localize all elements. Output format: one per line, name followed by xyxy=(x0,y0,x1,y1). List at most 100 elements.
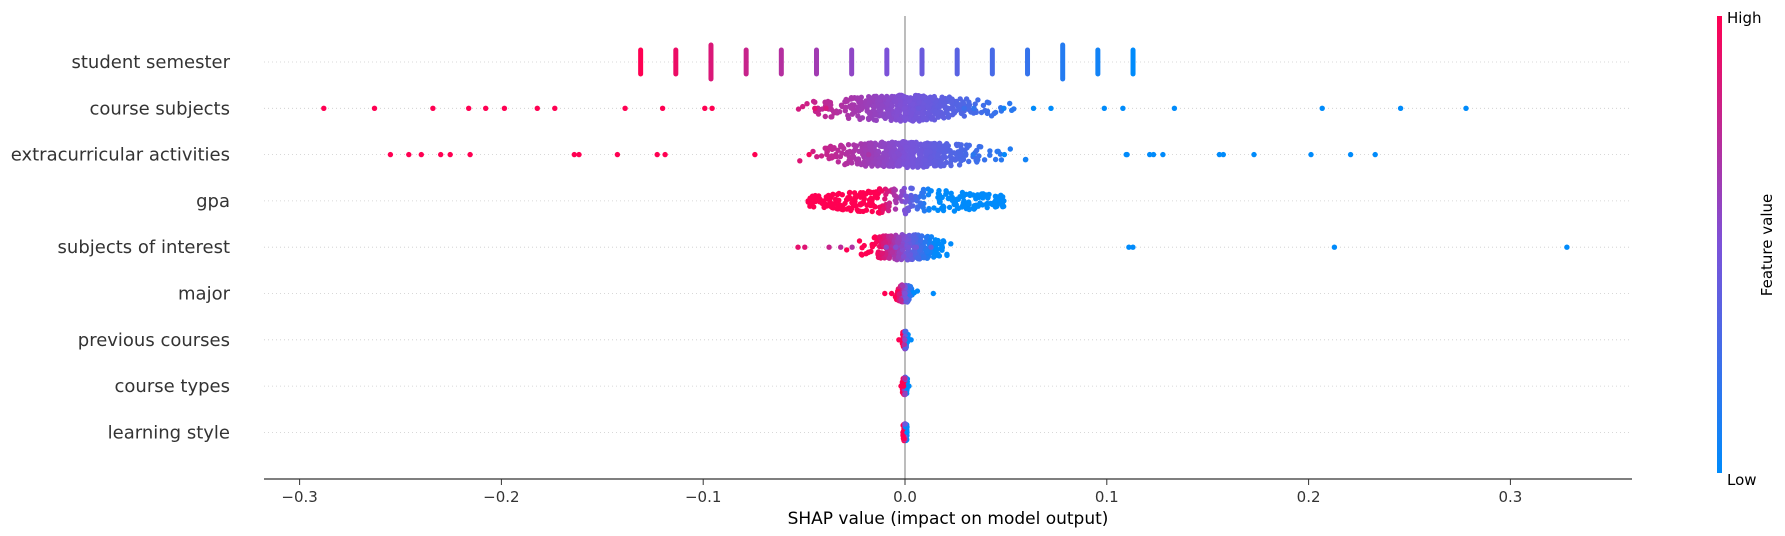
data-point xyxy=(992,204,999,210)
data-point xyxy=(948,241,954,247)
data-point xyxy=(874,239,880,245)
data-point xyxy=(827,195,834,201)
data-point xyxy=(939,96,946,103)
data-point xyxy=(1007,146,1013,152)
data-point xyxy=(909,185,915,192)
data-point xyxy=(861,242,867,249)
data-point xyxy=(883,244,889,250)
data-point xyxy=(848,207,854,214)
data-point xyxy=(906,383,912,389)
data-point xyxy=(828,102,834,108)
data-point xyxy=(865,188,872,194)
data-point xyxy=(914,198,920,204)
data-point xyxy=(984,204,990,211)
data-point xyxy=(1171,105,1178,112)
data-point xyxy=(868,248,874,255)
data-point xyxy=(851,190,858,196)
data-point xyxy=(857,201,864,207)
data-point xyxy=(904,160,911,166)
data-point xyxy=(812,99,818,105)
data-point xyxy=(885,111,892,117)
data-point xyxy=(895,141,901,148)
data-point xyxy=(881,163,887,170)
data-point xyxy=(914,206,920,212)
data-point xyxy=(795,244,801,250)
data-point xyxy=(852,194,858,201)
data-point xyxy=(902,290,908,297)
data-point xyxy=(921,194,927,200)
data-point xyxy=(922,239,928,245)
data-point xyxy=(944,252,950,259)
data-point xyxy=(858,251,864,257)
data-point xyxy=(921,115,928,122)
data-point xyxy=(970,192,976,198)
data-point xyxy=(888,161,894,167)
data-point xyxy=(576,151,582,158)
data-point xyxy=(830,145,837,152)
data-point xyxy=(838,102,845,108)
data-point xyxy=(1372,151,1378,158)
data-point xyxy=(921,157,928,163)
data-point xyxy=(837,153,844,160)
data-point xyxy=(1150,151,1157,158)
data-point xyxy=(896,158,902,164)
data-point xyxy=(926,207,932,213)
data-point xyxy=(908,192,914,199)
data-point xyxy=(924,248,930,255)
data-point xyxy=(805,198,811,204)
data-point xyxy=(921,253,927,260)
data-point xyxy=(992,156,999,163)
data-point xyxy=(947,195,953,201)
data-point xyxy=(1397,105,1404,112)
data-point xyxy=(836,109,843,115)
data-point xyxy=(908,110,915,116)
data-point xyxy=(438,151,444,158)
data-point xyxy=(924,148,931,155)
data-point xyxy=(802,244,808,250)
data-point xyxy=(869,163,875,169)
data-point xyxy=(903,328,909,334)
data-point xyxy=(881,111,887,117)
x-axis-title: SHAP value (impact on model output) xyxy=(788,509,1109,529)
data-point xyxy=(875,209,882,216)
data-point xyxy=(869,208,875,215)
data-point xyxy=(822,113,828,120)
data-point xyxy=(806,151,812,158)
data-point xyxy=(935,109,941,116)
data-point xyxy=(912,193,919,200)
data-point xyxy=(846,190,853,196)
data-point xyxy=(901,341,907,347)
data-point xyxy=(893,244,899,250)
data-point xyxy=(963,152,969,158)
data-point xyxy=(858,193,864,199)
data-point xyxy=(928,116,935,122)
data-point xyxy=(891,192,898,198)
data-point xyxy=(966,158,972,165)
data-point xyxy=(917,238,924,244)
data-point xyxy=(934,252,941,258)
data-point xyxy=(823,105,829,112)
colorbar: High Low Feature value xyxy=(1717,9,1776,489)
data-point xyxy=(501,105,508,112)
data-point xyxy=(938,159,944,165)
data-point xyxy=(851,148,857,154)
data-point xyxy=(1319,105,1325,112)
data-point xyxy=(915,110,921,116)
data-point xyxy=(909,155,915,161)
colorbar-title: Feature value xyxy=(1758,194,1776,296)
data-point xyxy=(879,154,885,160)
data-point xyxy=(898,383,904,389)
data-point xyxy=(896,234,902,240)
data-point xyxy=(818,153,825,159)
data-point xyxy=(905,244,911,250)
data-point xyxy=(854,95,861,101)
data-point xyxy=(614,151,621,158)
data-point xyxy=(865,151,872,158)
data-point xyxy=(902,295,909,301)
data-point xyxy=(945,112,952,118)
data-point xyxy=(882,196,888,202)
data-point xyxy=(963,96,970,102)
data-point xyxy=(869,244,876,250)
data-point xyxy=(892,98,899,105)
data-point xyxy=(902,391,908,397)
